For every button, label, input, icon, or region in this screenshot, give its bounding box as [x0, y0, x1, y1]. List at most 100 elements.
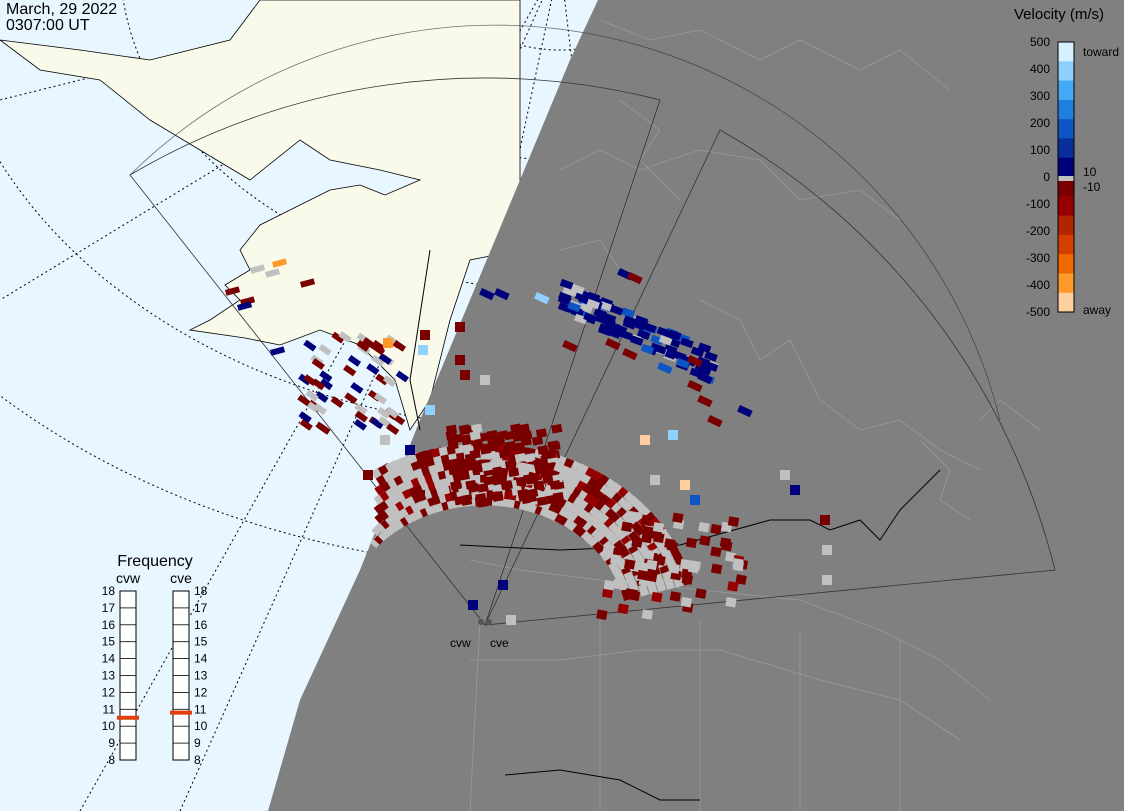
- echo-cell: [531, 436, 544, 446]
- echo-cell: [318, 343, 332, 356]
- frequency-scale-label: 8: [194, 753, 201, 767]
- echo-cell: [699, 535, 711, 547]
- echo-cell: [380, 435, 390, 445]
- echo-cell: [646, 581, 658, 595]
- echo-cell: [272, 258, 288, 268]
- echo-cell: [636, 329, 651, 341]
- echo-cell: [330, 396, 344, 408]
- echo-cell: [707, 414, 723, 428]
- echo-cell: [672, 350, 687, 362]
- echo-cell: [498, 580, 508, 590]
- echo-cell: [299, 418, 313, 431]
- echo-cell: [627, 588, 639, 600]
- echo-cell: [727, 581, 739, 592]
- echo-cell: [655, 579, 667, 593]
- echo-cell: [609, 304, 624, 316]
- echo-cell: [629, 335, 644, 346]
- velocity-color-step: [1058, 138, 1074, 159]
- echo-cell: [382, 375, 397, 388]
- echo-cell: [537, 445, 549, 455]
- date-label: March, 29 2022: [6, 1, 118, 18]
- frequency-scale-label: 8: [108, 753, 115, 767]
- echo-cell: [264, 268, 281, 278]
- velocity-tick-label: 200: [1030, 116, 1050, 130]
- echo-cell: [377, 416, 392, 428]
- echo-cell: [506, 615, 516, 625]
- echo-cell: [418, 345, 428, 355]
- echo-cell: [627, 272, 643, 285]
- echo-cell: [697, 363, 712, 375]
- frequency-scale-label: 12: [102, 685, 116, 699]
- echo-cell: [666, 540, 678, 552]
- echo-cell: [545, 449, 557, 460]
- echo-cell: [641, 609, 653, 620]
- echo-cell: [395, 370, 409, 383]
- radar-echoes: [225, 258, 832, 625]
- echo-cell: [605, 338, 621, 351]
- echo-cell: [297, 394, 311, 407]
- echo-cell: [610, 554, 622, 565]
- velocity-bar-frame: [1057, 41, 1075, 313]
- echo-cell: [460, 370, 470, 380]
- echo-cell: [347, 354, 362, 367]
- echo-cell: [385, 406, 399, 419]
- echo-cell: [583, 312, 597, 324]
- echo-cell: [567, 301, 581, 313]
- echo-cell: [551, 423, 563, 434]
- echo-cell: [354, 410, 368, 423]
- echo-cell: [697, 371, 713, 385]
- echo-cell: [613, 324, 628, 335]
- echo-cell: [623, 315, 637, 327]
- frequency-scale-label: 14: [194, 652, 208, 666]
- echo-cell: [448, 465, 460, 476]
- echo-cell: [370, 417, 384, 430]
- radar-site-cve-label: cve: [490, 636, 509, 650]
- echo-cell: [356, 340, 370, 352]
- frequency-scale-label: 11: [194, 702, 207, 716]
- velocity-toward-label: toward: [1083, 45, 1119, 59]
- velocity-zero-band: [1058, 176, 1074, 181]
- velocity-color-step: [1058, 273, 1074, 294]
- echo-cell: [719, 537, 732, 548]
- echo-cell: [492, 492, 504, 502]
- echo-cell: [521, 430, 533, 441]
- echo-cell: [460, 425, 472, 435]
- echo-cell: [464, 458, 476, 469]
- frequency-title: Frequency: [117, 553, 193, 570]
- echo-cell: [603, 579, 615, 591]
- frequency-marker-cve: [170, 710, 192, 715]
- velocity-color-step: [1058, 292, 1074, 313]
- velocity-color-step: [1058, 80, 1074, 101]
- echo-cell: [579, 302, 593, 314]
- echo-cell: [697, 394, 713, 408]
- velocity-color-step: [1058, 61, 1074, 82]
- echo-cell: [646, 571, 658, 583]
- velocity-color-step: [1058, 234, 1074, 255]
- echo-cell: [338, 331, 352, 343]
- echo-cell: [621, 521, 633, 533]
- frequency-panel: Frequencycvw18171615141312111098cve18171…: [102, 553, 208, 767]
- velocity-neg-threshold-label: -10: [1083, 180, 1101, 194]
- echo-cell: [552, 491, 564, 502]
- frequency-scale-label: 18: [194, 584, 208, 598]
- echo-cell: [557, 302, 572, 313]
- echo-cell: [641, 514, 653, 526]
- echo-cell: [469, 430, 481, 441]
- echo-cell: [270, 346, 286, 356]
- echo-cell: [737, 405, 753, 418]
- echo-cell: [458, 486, 470, 497]
- echo-cell: [650, 475, 660, 485]
- frequency-scale-label: 13: [194, 669, 208, 683]
- night-terminator-region: [268, 0, 1124, 811]
- velocity-pos-threshold-label: 10: [1083, 165, 1097, 179]
- echo-cell: [654, 555, 666, 566]
- velocity-legend-title: Velocity (m/s): [1014, 6, 1105, 23]
- frequency-scale-label: 11: [103, 702, 116, 716]
- echo-cell: [601, 547, 614, 559]
- echo-cell: [679, 558, 692, 570]
- echo-cell: [637, 569, 649, 581]
- echo-cell: [621, 307, 635, 319]
- echo-cell: [445, 430, 457, 441]
- echo-cell: [319, 370, 333, 383]
